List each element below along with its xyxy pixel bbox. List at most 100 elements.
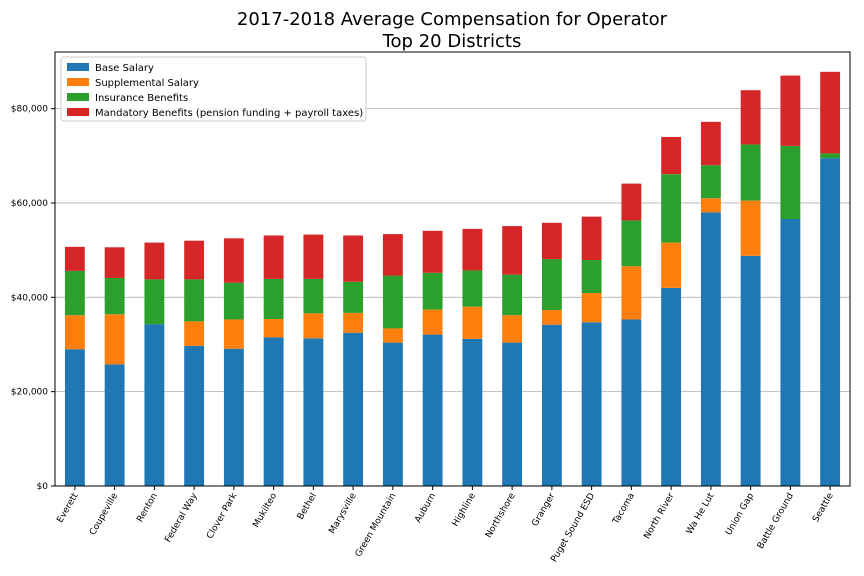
bar-segment <box>502 274 523 316</box>
bar-segment <box>502 315 523 343</box>
bar-segment <box>700 165 721 199</box>
y-tick-label: $60,000 <box>11 199 48 209</box>
bar-segment <box>223 319 244 349</box>
bar-segment <box>422 334 443 486</box>
y-tick-label: $20,000 <box>11 388 48 398</box>
bar-segment <box>661 174 682 243</box>
x-tick-label: Marysville <box>327 491 359 536</box>
x-tick-label: Seattle <box>811 491 836 524</box>
bar-segment <box>303 234 324 279</box>
bar-segment <box>780 75 801 146</box>
bar-segment <box>223 348 244 486</box>
x-tick-label: Clover Park <box>205 491 240 541</box>
x-tick-label: Union Gap <box>724 491 756 537</box>
bar-segment <box>621 266 642 320</box>
x-tick-label: North River <box>642 491 676 541</box>
bar-segment <box>502 342 523 486</box>
bar-segment <box>382 234 403 276</box>
bar-segment <box>780 145 801 219</box>
bar-segment <box>263 319 284 338</box>
bar-segment <box>740 200 761 256</box>
x-tick-label: Puget Sound ESD <box>549 491 597 564</box>
bar-segment <box>263 235 284 279</box>
bar-segment <box>502 226 523 275</box>
y-tick-label: $40,000 <box>11 293 48 303</box>
x-tick-label: Green Mountain <box>354 492 399 559</box>
x-tick-label: Coupeville <box>88 491 120 537</box>
bar-segment <box>740 255 761 486</box>
bar-segment <box>343 312 364 333</box>
bar-segment <box>382 342 403 486</box>
bar-segment <box>64 315 85 350</box>
bar-segment <box>263 337 284 486</box>
bar-segment <box>64 270 85 316</box>
legend-swatch <box>67 93 89 101</box>
bar-segment <box>700 198 721 213</box>
x-tick-label: Granger <box>530 491 557 528</box>
legend-label: Insurance Benefits <box>95 93 188 104</box>
bar-segment <box>820 71 841 154</box>
plot-frame <box>54 51 851 487</box>
bar-segment <box>64 349 85 486</box>
bar-segment <box>740 144 761 201</box>
bar-segment <box>541 222 562 260</box>
bar-segment <box>581 322 602 486</box>
bar-segment <box>581 260 602 294</box>
bar-segment <box>303 313 324 339</box>
bars <box>64 71 841 487</box>
x-tick-label: Highline <box>451 491 478 528</box>
bar-segment <box>422 230 443 273</box>
bar-segment <box>104 314 125 365</box>
bar-segment <box>740 90 761 145</box>
x-tick-label: Mukilteo <box>251 491 279 530</box>
bar-segment <box>184 279 205 322</box>
bar-segment <box>581 216 602 261</box>
legend-label: Mandatory Benefits (pension funding + pa… <box>95 108 363 119</box>
legend-box <box>60 56 367 122</box>
x-tick-label: Auburn <box>413 492 438 525</box>
bar-segment <box>621 220 642 267</box>
bar-segment <box>820 153 841 159</box>
x-tick-label: Tacoma <box>611 492 637 528</box>
bar-segment <box>581 293 602 323</box>
bar-segment <box>184 240 205 280</box>
legend-swatch <box>67 78 89 86</box>
bar-segment <box>343 281 364 313</box>
bar-segment <box>422 272 443 310</box>
bar-segment <box>144 279 165 325</box>
bar-segment <box>462 228 483 271</box>
chart-subtitle: Top 20 Districts <box>382 31 522 52</box>
bar-segment <box>780 218 801 486</box>
bar-segment <box>541 310 562 325</box>
x-tick-label: Federal Way <box>163 491 200 544</box>
bar-segment <box>104 247 125 278</box>
legend-swatch <box>67 63 89 71</box>
bar-segment <box>462 270 483 307</box>
chart-title: 2017-2018 Average Compensation for Opera… <box>237 9 668 30</box>
bar-segment <box>541 324 562 486</box>
bar-segment <box>661 136 682 175</box>
bar-segment <box>223 238 244 283</box>
legend: Base Salary Supplemental Salary Insurance … <box>60 56 367 122</box>
y-tick-label: $0 <box>37 482 49 492</box>
bar-segment <box>184 345 205 486</box>
bar-segment <box>382 275 403 329</box>
bar-segment <box>462 306 483 339</box>
bar-segment <box>462 338 483 486</box>
bar-segment <box>621 319 642 486</box>
x-tick-label: Everett <box>55 491 80 525</box>
x-tick-label: Renton <box>135 492 160 525</box>
bar-segment <box>820 158 841 487</box>
bar-segment <box>144 324 165 486</box>
x-tick-label: Wa He Lut <box>685 491 717 536</box>
bar-segment <box>700 212 721 487</box>
bar-segment <box>64 246 85 271</box>
bar-segment <box>382 328 403 343</box>
legend-label: Supplemental Salary <box>95 78 199 89</box>
bar-segment <box>263 278 284 320</box>
x-tick-label: Battle Ground <box>756 492 796 551</box>
legend-swatch <box>67 108 89 116</box>
bar-segment <box>541 259 562 311</box>
